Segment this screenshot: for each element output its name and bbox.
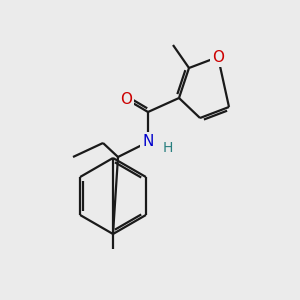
Text: O: O bbox=[212, 50, 224, 64]
Text: O: O bbox=[120, 92, 132, 106]
Text: H: H bbox=[163, 141, 173, 155]
Text: N: N bbox=[142, 134, 154, 149]
